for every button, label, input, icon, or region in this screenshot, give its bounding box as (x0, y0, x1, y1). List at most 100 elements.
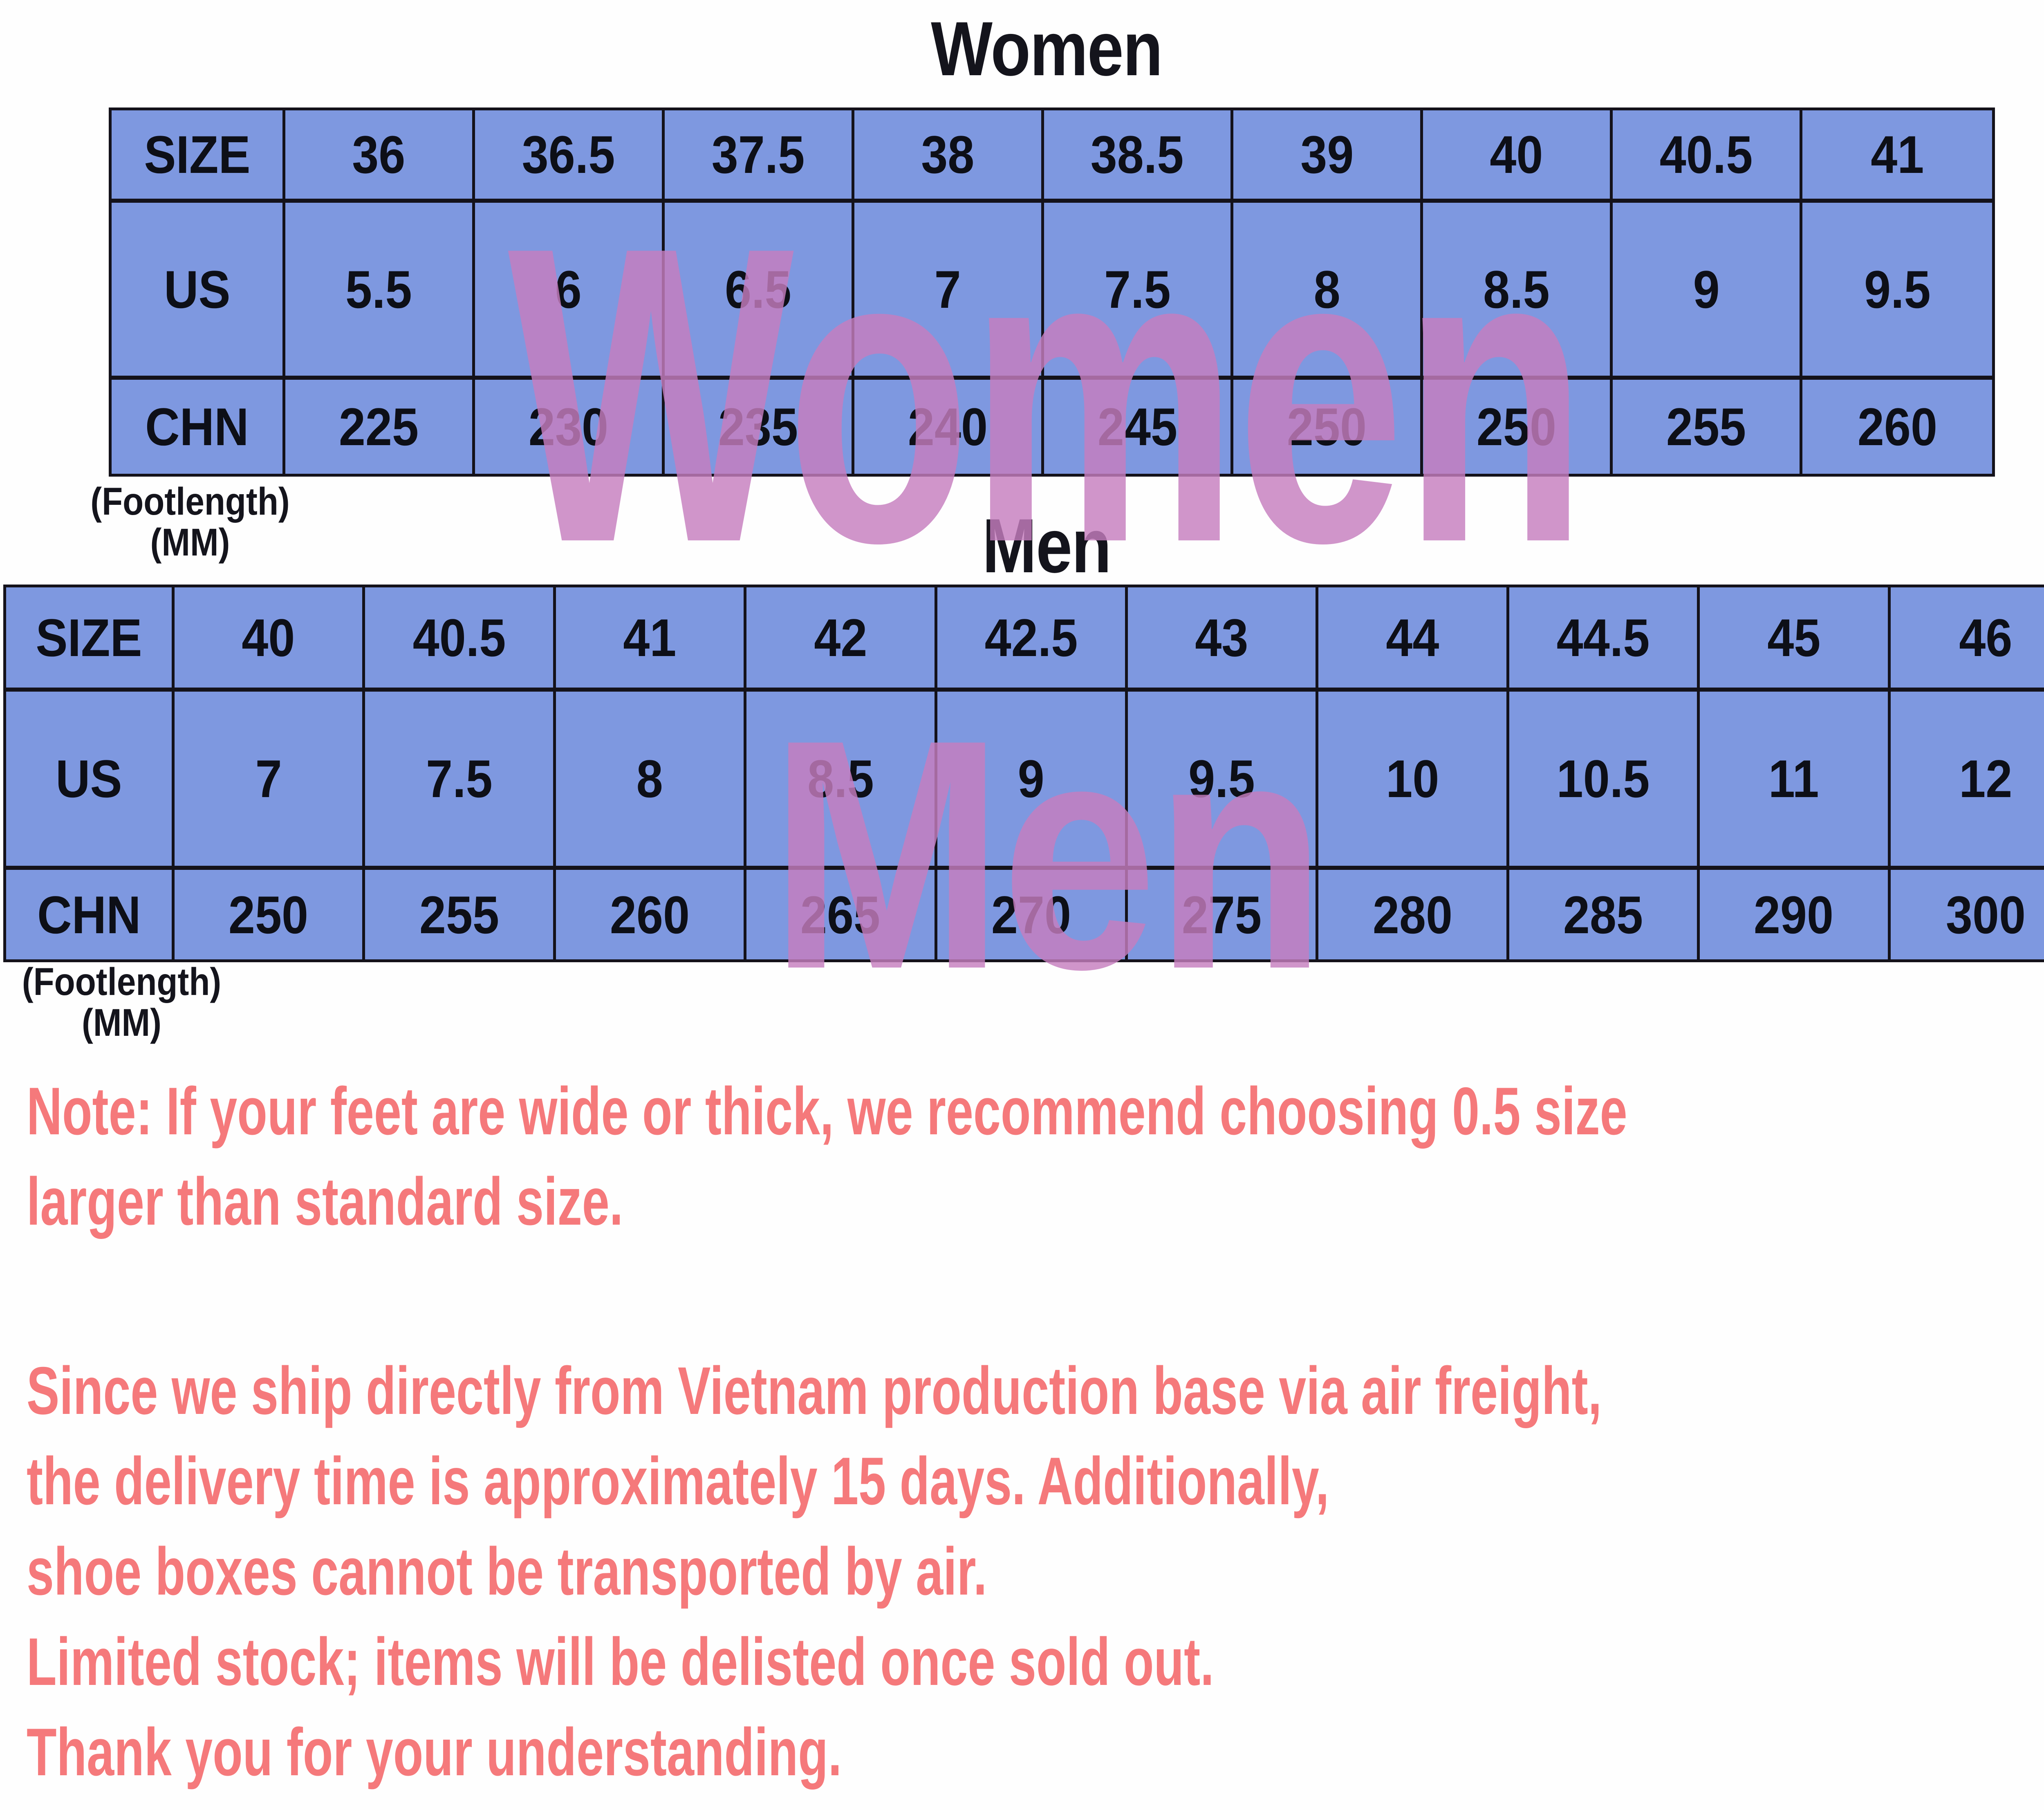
size-value-cell: 10.5 (1509, 692, 1700, 870)
size-value-cell: 280 (1318, 870, 1509, 959)
cell-text: 245 (1097, 397, 1177, 457)
cell-text: 44 (1386, 607, 1439, 668)
size-value-cell: 40 (1423, 110, 1613, 203)
size-value-cell: 270 (937, 870, 1128, 959)
note-line: Note: If your feet are wide or thick, we… (27, 1073, 1627, 1149)
women-table-title: Women (931, 6, 1163, 92)
cell-text: 9.5 (1188, 749, 1255, 809)
cell-text: 42.5 (984, 607, 1078, 668)
cell-text: 9 (1693, 259, 1720, 319)
size-value-cell: 40.5 (1613, 110, 1803, 203)
cell-text: 8 (636, 749, 663, 809)
cell-text: 38 (921, 125, 975, 184)
size-value-cell: 245 (1044, 380, 1234, 474)
cell-text: 8.5 (807, 749, 874, 809)
size-value-cell: 300 (1891, 870, 2044, 959)
cell-text: 7 (934, 259, 961, 319)
cell-text: 10 (1386, 749, 1439, 809)
size-value-cell: 250 (175, 870, 365, 959)
size-value-cell: 39 (1233, 110, 1423, 203)
size-value-cell: 6 (475, 203, 665, 380)
cell-text: 235 (718, 397, 798, 457)
cell-text: 7 (255, 749, 282, 809)
size-value-cell: 235 (665, 380, 854, 474)
size-value-cell: 42 (746, 587, 937, 692)
cell-text: 285 (1563, 885, 1643, 945)
size-value-cell: 36 (285, 110, 475, 203)
size-value-cell: 255 (1613, 380, 1803, 474)
size-value-cell: 43 (1127, 587, 1319, 692)
cell-text: 9.5 (1864, 259, 1931, 319)
size-value-cell: 40.5 (365, 587, 556, 692)
cell-text: 6 (555, 259, 582, 319)
size-value-cell: 9 (1613, 203, 1803, 380)
note-line: shoe boxes cannot be transported by air. (27, 1534, 987, 1609)
cell-text: 36 (352, 125, 406, 184)
size-value-cell: 11 (1700, 692, 1891, 870)
size-value-cell: 9.5 (1127, 692, 1319, 870)
note-line: Since we ship directly from Vietnam prod… (27, 1353, 1602, 1428)
size-value-cell: 260 (556, 870, 747, 959)
row-label-cell: CHN (6, 870, 175, 959)
size-value-cell: 255 (365, 870, 556, 959)
cell-text: 6.5 (724, 259, 791, 319)
size-value-cell: 225 (285, 380, 475, 474)
size-value-cell: 240 (854, 380, 1044, 474)
size-value-cell: 290 (1700, 870, 1891, 959)
cell-text: 7.5 (1104, 259, 1171, 319)
cell-text: CHN (145, 397, 249, 457)
cell-text: US (164, 259, 231, 319)
cell-text: 44.5 (1556, 607, 1650, 668)
size-value-cell: 230 (475, 380, 665, 474)
cell-text: 255 (1666, 397, 1746, 457)
size-value-cell: 40 (175, 587, 365, 692)
size-value-cell: 9.5 (1802, 203, 1992, 380)
note-line: Limited stock; items will be delisted on… (27, 1624, 1214, 1699)
women-footnote: (Footlength) (MM) (82, 481, 298, 563)
size-value-cell: 250 (1233, 380, 1423, 474)
size-value-cell: 36.5 (475, 110, 665, 203)
men-size-table: SIZE 40 40.5 41 42 42.5 43 44 44.5 45 46 US 7 7.5 8 8.5… (3, 585, 2044, 962)
cell-text: SIZE (143, 125, 251, 184)
cell-text: SIZE (36, 607, 142, 668)
note-paragraph-shipping: Since we ship directly from Vietnam prod… (27, 1346, 1602, 1797)
cell-text: 40 (1490, 125, 1543, 184)
cell-text: 45 (1767, 607, 1820, 668)
cell-text: 7.5 (426, 749, 493, 809)
cell-text: 250 (229, 885, 309, 945)
size-value-cell: 38.5 (1044, 110, 1234, 203)
cell-text: CHN (37, 885, 141, 945)
cell-text: 290 (1754, 885, 1834, 945)
note-line: Thank you for your understanding. (27, 1714, 842, 1790)
cell-text: 36.5 (522, 125, 615, 184)
cell-text: 11 (1768, 749, 1819, 809)
cell-text: 8 (1313, 259, 1340, 319)
size-value-cell: 42.5 (937, 587, 1128, 692)
cell-text: 43 (1195, 607, 1248, 668)
cell-text: 37.5 (711, 125, 805, 184)
size-value-cell: 260 (1802, 380, 1992, 474)
size-value-cell: 41 (1802, 110, 1992, 203)
row-label-cell: SIZE (6, 587, 175, 692)
cell-text: 41 (1870, 125, 1924, 184)
cell-text: 265 (800, 885, 881, 945)
cell-text: 260 (610, 885, 690, 945)
size-value-cell: 8 (556, 692, 747, 870)
size-value-cell: 7.5 (1044, 203, 1234, 380)
size-value-cell: 45 (1700, 587, 1891, 692)
note-line: larger than standard size. (27, 1164, 623, 1239)
note-paragraph-sizing: Note: If your feet are wide or thick, we… (27, 1066, 1627, 1247)
women-size-table: SIZE 36 36.5 37.5 38 38.5 39 40 40.5 41 US 5.5 6 6.5 7… (109, 108, 1995, 477)
size-value-cell: 44.5 (1509, 587, 1700, 692)
size-value-cell: 8 (1233, 203, 1423, 380)
cell-text: 9 (1018, 749, 1044, 809)
cell-text: 275 (1182, 885, 1262, 945)
cell-text: 38.5 (1091, 125, 1184, 184)
cell-text: 5.5 (345, 259, 412, 319)
cell-text: 300 (1946, 885, 2026, 945)
size-value-cell: 7 (175, 692, 365, 870)
cell-text: 270 (991, 885, 1071, 945)
cell-text: 240 (908, 397, 988, 457)
size-value-cell: 6.5 (664, 203, 854, 380)
size-value-cell: 265 (746, 870, 937, 959)
